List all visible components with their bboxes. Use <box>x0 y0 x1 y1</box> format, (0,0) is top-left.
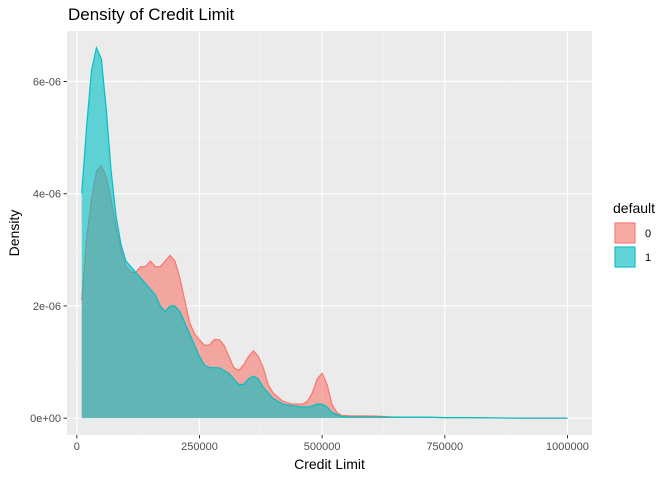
legend-label-1: 1 <box>645 252 651 264</box>
legend-label-0: 0 <box>645 228 651 240</box>
legend-key-0 <box>614 222 636 244</box>
legend-title: default <box>613 200 655 216</box>
y-tick-label: 0e+00 <box>30 413 61 425</box>
legend-key-1 <box>614 246 636 268</box>
density-line-1 <box>81 45 568 419</box>
x-tick-label: 1000000 <box>546 441 589 453</box>
y-tick-label: 6e-06 <box>33 77 61 89</box>
y-axis-title: Density <box>6 210 22 257</box>
y-tick-label: 2e-06 <box>33 301 61 313</box>
x-tick-label: 250000 <box>181 441 218 453</box>
x-axis-title: Credit Limit <box>294 456 365 472</box>
x-tick-label: 500000 <box>304 441 341 453</box>
minor-gridlines <box>67 31 592 435</box>
x-axis-ticks: 0 250000 500000 750000 1000000 <box>74 435 589 453</box>
y-axis-ticks: 0e+00 2e-06 4e-06 6e-06 <box>30 77 67 425</box>
legend: default 0 1 <box>613 200 655 268</box>
density-area-1 <box>81 47 568 419</box>
chart-title: Density of Credit Limit <box>68 5 235 24</box>
x-tick-label: 750000 <box>426 441 463 453</box>
density-areas <box>81 45 568 419</box>
x-tick-label: 0 <box>74 441 80 453</box>
density-area-0 <box>81 165 568 419</box>
y-tick-label: 4e-06 <box>33 189 61 201</box>
major-gridlines <box>67 31 592 435</box>
